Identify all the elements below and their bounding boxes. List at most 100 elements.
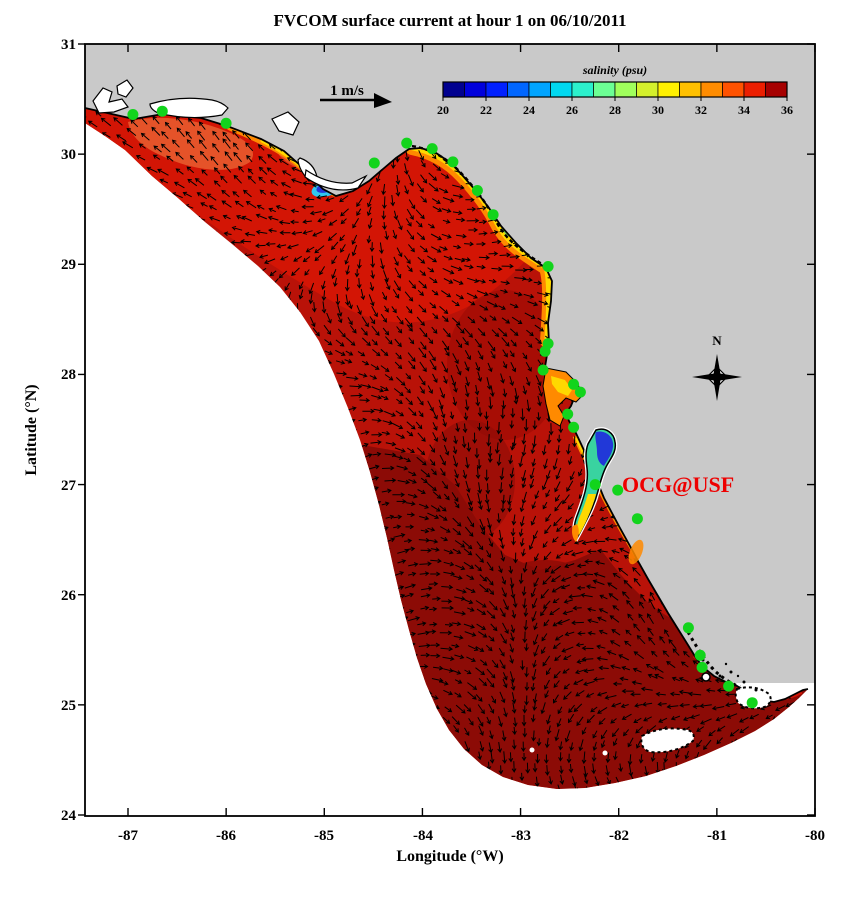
y-tick: 25 xyxy=(61,698,76,714)
station-marker xyxy=(537,364,549,376)
compass-north-point xyxy=(713,354,721,377)
station-marker xyxy=(574,386,586,398)
compass-south-point xyxy=(713,377,721,401)
x-tick: -87 xyxy=(118,828,138,844)
inner-dark-patch xyxy=(425,420,515,540)
everglades-coast-speckle xyxy=(686,631,741,689)
station-marker xyxy=(696,661,708,673)
x-tick: -84 xyxy=(413,828,433,844)
plot-frame xyxy=(84,43,816,817)
cb-tick: 36 xyxy=(781,103,793,117)
y-tick: 24 xyxy=(61,808,77,824)
x-tick-labels: -87 -86 -85 -84 -83 -82 -81 -80 xyxy=(118,828,825,844)
station-marker xyxy=(542,261,554,272)
colorbar-cell xyxy=(571,81,594,98)
station-marker xyxy=(156,105,168,117)
figure-title: FVCOM surface current at hour 1 on 06/10… xyxy=(273,11,626,30)
st-andrew-bay xyxy=(271,111,300,136)
watermark-label: OCG@USF xyxy=(622,472,734,497)
land-mass xyxy=(85,44,815,683)
colorbar-cell xyxy=(464,81,487,98)
compass: N xyxy=(692,333,742,401)
y-tick: 29 xyxy=(61,257,76,273)
station-marker xyxy=(401,137,413,149)
colorbar: salinity (psu) 20 22 24 26 28 30 32 34 3… xyxy=(437,63,793,117)
compass-west-point xyxy=(692,373,717,381)
colorbar-cells xyxy=(442,81,788,98)
colorbar-cell xyxy=(636,81,659,98)
station-marker xyxy=(539,345,551,357)
keys-island-west xyxy=(640,727,695,754)
pensacola-bay xyxy=(92,87,129,114)
station-marker xyxy=(220,117,232,129)
station-marker xyxy=(447,156,459,168)
y-tick: 31 xyxy=(61,37,76,53)
station-marker xyxy=(562,408,574,420)
y-tick: 26 xyxy=(61,588,77,604)
colorbar-tick-labels: 20 22 24 26 28 30 32 34 36 xyxy=(437,103,793,117)
station-marker xyxy=(426,143,438,155)
colorbar-cell xyxy=(442,81,465,98)
cb-tick: 24 xyxy=(523,103,535,117)
tampa-bay-mouth-orange xyxy=(572,524,579,542)
compass-north-label: N xyxy=(712,333,722,348)
x-axis-label: Longitude (°W) xyxy=(396,848,503,865)
cb-tick: 22 xyxy=(480,103,492,117)
colorbar-tick-marks xyxy=(442,97,788,101)
dry-tortugas-islet xyxy=(529,747,535,753)
pensacola-bay-arm xyxy=(116,79,134,98)
charlotte-harbor-patch xyxy=(628,539,644,565)
estuaries xyxy=(92,79,741,689)
colorbar-cell xyxy=(528,81,551,98)
colorbar-title: salinity (psu) xyxy=(582,63,647,77)
y-axis-label: Latitude (°N) xyxy=(23,384,40,475)
crystal-bay-yellow xyxy=(551,376,572,396)
station-marker xyxy=(487,209,499,221)
current-arrows-batch xyxy=(85,783,808,789)
y-tick: 28 xyxy=(61,367,76,383)
x-tick: -85 xyxy=(314,828,334,844)
colorbar-cell xyxy=(485,81,508,98)
station-marker xyxy=(589,479,601,491)
cb-tick: 28 xyxy=(609,103,621,117)
station-marker xyxy=(746,697,758,709)
cb-tick: 26 xyxy=(566,103,578,117)
y-tick: 27 xyxy=(61,478,77,494)
station-marker xyxy=(682,622,694,634)
cb-tick: 32 xyxy=(695,103,707,117)
choctawhatchee-bay xyxy=(149,97,229,119)
islands xyxy=(529,658,772,756)
key-islet xyxy=(701,672,711,682)
reference-vector: 1 m/s xyxy=(320,83,392,108)
colorbar-cell xyxy=(722,81,745,98)
x-tick: -81 xyxy=(707,828,727,844)
colorbar-cell xyxy=(614,81,637,98)
colorbar-cell xyxy=(593,81,616,98)
colorbar-cell xyxy=(657,81,680,98)
x-tick: -80 xyxy=(805,828,825,844)
colorbar-cell xyxy=(679,81,702,98)
reference-vector-label: 1 m/s xyxy=(330,83,364,99)
marquesas-islet xyxy=(602,750,608,756)
colorbar-cell xyxy=(550,81,573,98)
y-tick-labels: 31 30 29 28 27 26 25 24 xyxy=(61,37,77,824)
station-marker xyxy=(368,157,380,169)
station-marker xyxy=(127,109,139,120)
bigbend-marsh-edge xyxy=(411,144,546,268)
station-marker xyxy=(631,513,643,525)
cb-tick: 34 xyxy=(738,103,750,117)
reference-vector-head xyxy=(374,93,392,108)
station-marker xyxy=(568,421,580,433)
x-tick: -83 xyxy=(511,828,531,844)
colorbar-cell xyxy=(700,81,723,98)
x-tick: -86 xyxy=(216,828,236,844)
axis-tick-marks xyxy=(78,43,816,816)
station-marker xyxy=(694,649,706,661)
compass-east-point xyxy=(717,373,742,381)
cb-tick: 20 xyxy=(437,103,449,117)
y-tick: 30 xyxy=(61,147,76,163)
tampa-bay-blue-patch xyxy=(595,431,614,466)
station-markers xyxy=(127,105,758,709)
